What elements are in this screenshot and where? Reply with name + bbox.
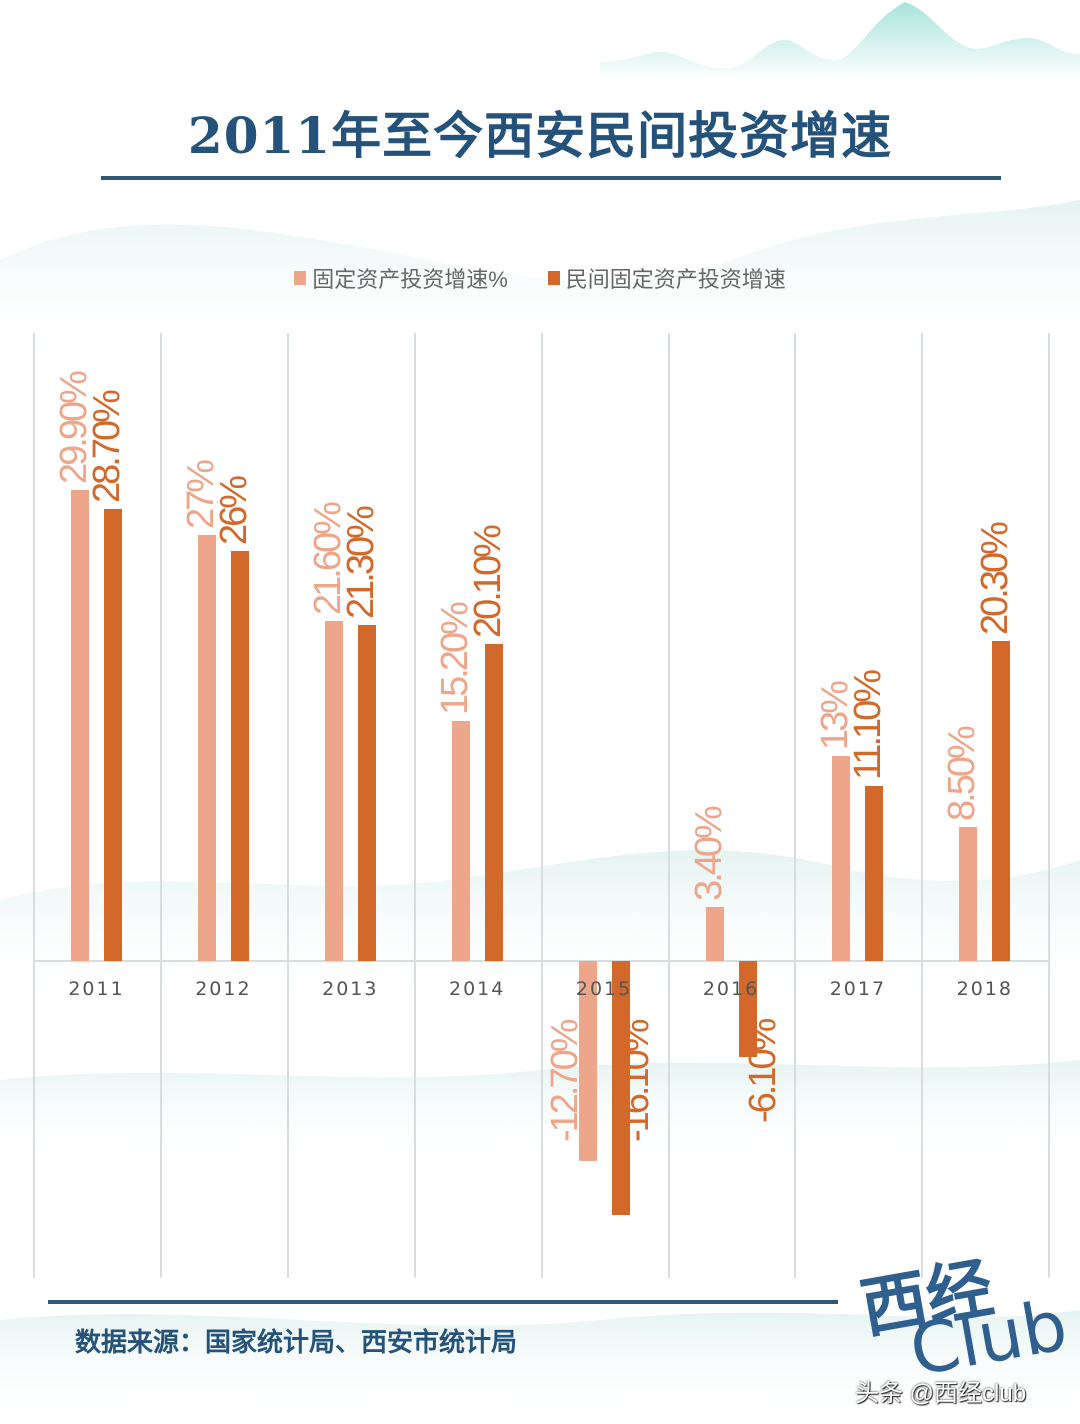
data-label: 8.50% (941, 728, 984, 822)
toutiao-watermark: 头条 @西经club (855, 1380, 1027, 1407)
x-axis-tick-label: 2016 (702, 978, 760, 1000)
data-label: -16.10% (614, 1021, 657, 1142)
x-axis-tick-label: 2015 (575, 978, 633, 1000)
category-gridline (413, 333, 416, 1278)
bar-fixed-asset (451, 721, 470, 961)
x-axis-tick-label: 2017 (829, 978, 887, 1000)
x-axis-tick-label: 2018 (956, 978, 1013, 1000)
chart-title: 2011年至今西安民间投资增速 (187, 106, 893, 165)
footer-divider (48, 1300, 838, 1304)
bar-private-fixed-asset (738, 961, 757, 1058)
x-axis-tick-label: 2012 (195, 978, 252, 1000)
data-label: 20.30% (974, 524, 1017, 636)
bar-fixed-asset (578, 961, 597, 1162)
category-gridline (540, 333, 543, 1278)
data-label: 26% (212, 478, 255, 546)
bar-fixed-asset (832, 756, 851, 961)
bar-private-fixed-asset (357, 625, 376, 961)
category-gridline (159, 333, 162, 1278)
category-gridline (1048, 333, 1051, 1278)
x-axis-tick-label: 2011 (68, 978, 125, 1000)
x-axis-tick-label: 2013 (322, 978, 379, 1000)
zero-axis-line (33, 960, 1048, 962)
data-label: 21.30% (339, 508, 382, 620)
legend-label: 民间固定资产投资增速 (565, 267, 786, 292)
data-label: 20.10% (466, 527, 509, 639)
data-label: 28.70% (86, 391, 128, 503)
data-label: 3.40% (687, 808, 730, 902)
chart-legend: 固定资产投资增速% 民间固定资产投资增速 (0, 262, 1080, 294)
category-gridline (286, 333, 289, 1278)
data-source-note: 数据来源：国家统计局、西安市统计局 (75, 1328, 518, 1358)
bar-fixed-asset (959, 827, 978, 961)
bar-private-fixed-asset (104, 508, 122, 961)
bar-private-fixed-asset (484, 644, 503, 961)
category-gridline (794, 333, 797, 1278)
bar-private-fixed-asset (230, 551, 249, 961)
title-divider (101, 176, 1001, 180)
bar-private-fixed-asset (992, 641, 1011, 961)
x-axis-tick-label: 2014 (449, 978, 506, 1000)
category-gridline (33, 333, 35, 1278)
data-label: -12.70% (543, 1021, 586, 1142)
category-gridline (921, 333, 924, 1278)
bar-fixed-asset (71, 489, 89, 961)
bar-private-fixed-asset (611, 961, 630, 1215)
bar-private-fixed-asset (865, 786, 884, 961)
bar-fixed-asset (705, 907, 724, 961)
legend-label: 固定资产投资增速% (312, 267, 508, 292)
legend-item-private-fixed-asset: 民间固定资产投资增速 (547, 262, 786, 294)
data-label: -6.10% (741, 1020, 784, 1123)
bar-fixed-asset (197, 535, 216, 961)
legend-swatch-dark (547, 271, 560, 285)
mountain-peak-decoration (600, 2, 1080, 80)
category-gridline (667, 333, 670, 1278)
bar-fixed-asset (324, 620, 343, 961)
data-label: 11.10% (847, 672, 890, 781)
legend-swatch-light (294, 271, 307, 285)
legend-item-fixed-asset: 固定资产投资增速% (294, 262, 508, 294)
